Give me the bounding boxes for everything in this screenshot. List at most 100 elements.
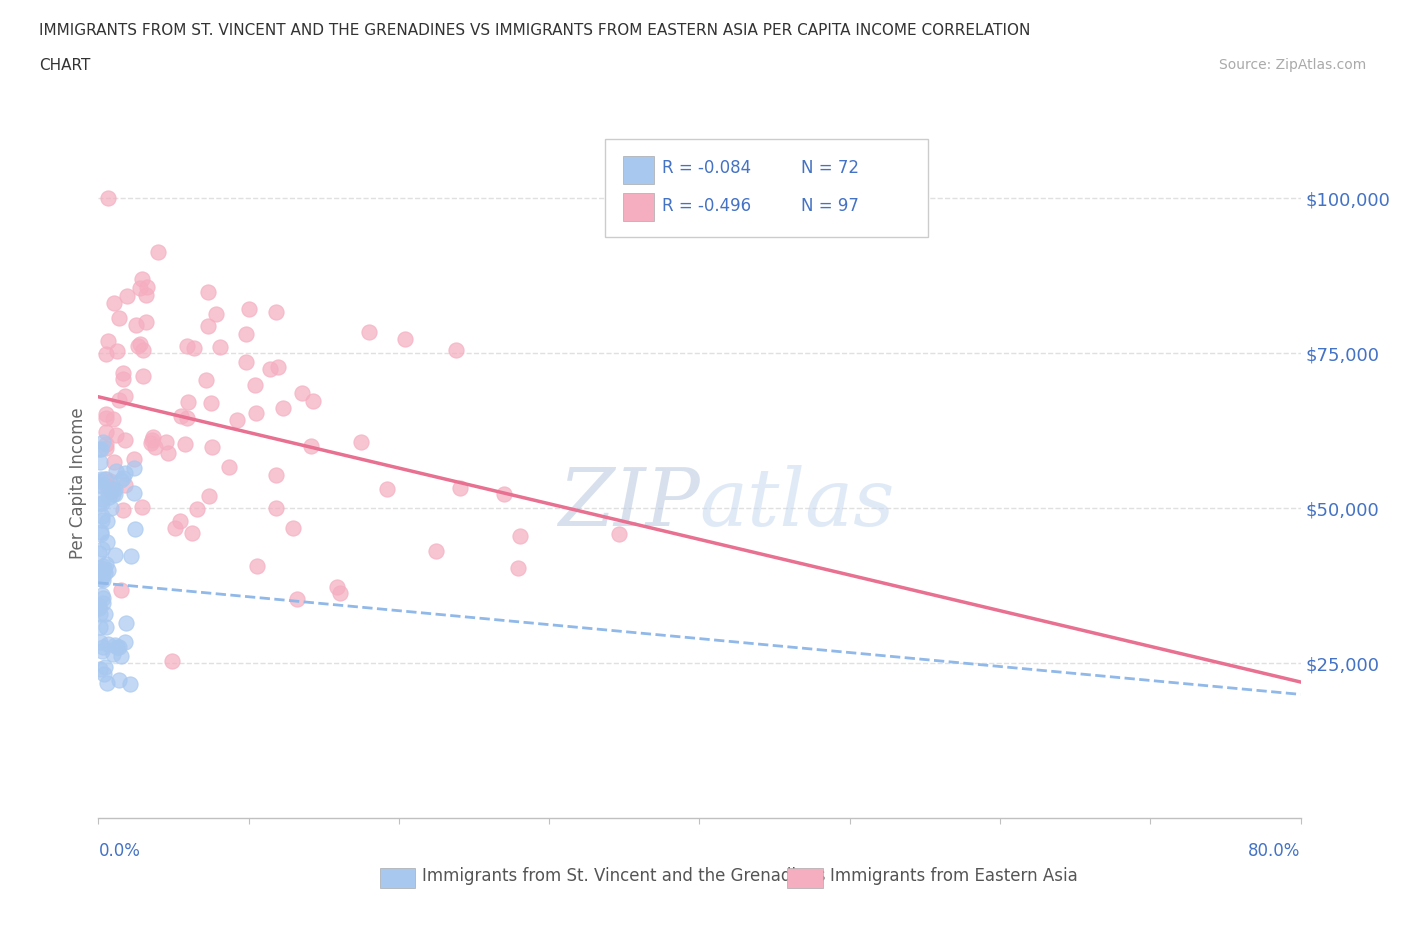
Point	[94, 557, 117, 572]
Point	[142, 430, 165, 445]
Point	[124, 451, 146, 466]
Point	[135, 287, 157, 302]
Point	[93, 606, 115, 621]
Point	[108, 310, 131, 325]
Point	[181, 525, 204, 540]
Point	[120, 549, 142, 564]
Text: Immigrants from Eastern Asia: Immigrants from Eastern Asia	[830, 867, 1077, 885]
Point	[90, 525, 112, 539]
Point	[492, 486, 515, 501]
Point	[94, 659, 117, 674]
Point	[91, 434, 114, 449]
Point	[290, 385, 312, 400]
Point	[114, 478, 136, 493]
Point	[89, 477, 111, 492]
Point	[89, 606, 111, 621]
Point	[259, 362, 281, 377]
Point	[160, 654, 183, 669]
Point	[103, 455, 125, 470]
Point	[326, 579, 349, 594]
Point	[246, 559, 269, 574]
Point	[375, 482, 398, 497]
Point	[96, 479, 118, 494]
Point	[264, 467, 287, 482]
Point	[97, 485, 120, 500]
Point	[114, 389, 136, 404]
Point	[132, 342, 155, 357]
Point	[209, 339, 232, 354]
Point	[108, 392, 131, 407]
Point	[128, 337, 150, 352]
Point	[129, 281, 152, 296]
Point	[155, 434, 177, 449]
Text: IMMIGRANTS FROM ST. VINCENT AND THE GRENADINES VS IMMIGRANTS FROM EASTERN ASIA P: IMMIGRANTS FROM ST. VINCENT AND THE GREN…	[39, 23, 1031, 38]
Point	[302, 393, 325, 408]
Point	[186, 501, 208, 516]
Point	[449, 480, 471, 495]
Text: CHART: CHART	[39, 58, 91, 73]
Point	[90, 472, 112, 486]
Point	[98, 474, 121, 489]
Point	[329, 585, 352, 600]
Point	[103, 296, 125, 311]
Point	[96, 676, 118, 691]
Point	[94, 620, 117, 635]
Text: Immigrants from St. Vincent and the Grenadines: Immigrants from St. Vincent and the Gren…	[422, 867, 825, 885]
Point	[299, 438, 322, 453]
Point	[104, 486, 127, 501]
Point	[111, 502, 134, 517]
Point	[125, 317, 148, 332]
Text: Source: ZipAtlas.com: Source: ZipAtlas.com	[1219, 58, 1367, 72]
Text: ZIP: ZIP	[558, 465, 699, 542]
Point	[110, 472, 132, 487]
Point	[94, 565, 117, 580]
Point	[359, 325, 381, 339]
Point	[176, 339, 198, 353]
Point	[89, 497, 111, 512]
Point	[94, 411, 117, 426]
Point	[97, 191, 120, 206]
Point	[100, 500, 122, 515]
Point	[197, 285, 219, 299]
Point	[141, 436, 163, 451]
Point	[94, 406, 117, 421]
Point	[425, 543, 447, 558]
Point	[135, 280, 157, 295]
Point	[122, 486, 145, 501]
Point	[91, 587, 114, 602]
Point	[264, 501, 287, 516]
Point	[89, 661, 111, 676]
Point	[111, 371, 134, 386]
Point	[283, 520, 305, 535]
Point	[124, 461, 146, 476]
Point	[197, 318, 219, 333]
Point	[204, 306, 226, 321]
Point	[169, 408, 191, 423]
Point	[271, 401, 294, 416]
Point	[90, 512, 112, 527]
Point	[87, 442, 110, 457]
Point	[94, 472, 117, 486]
Point	[114, 616, 136, 631]
Point	[111, 470, 134, 485]
Point	[201, 440, 224, 455]
Point	[285, 591, 308, 606]
Point	[165, 521, 187, 536]
Point	[114, 466, 136, 481]
Text: atlas: atlas	[699, 465, 894, 542]
Point	[100, 485, 122, 499]
Point	[120, 676, 142, 691]
Point	[89, 561, 111, 576]
Point	[135, 314, 157, 329]
Point	[104, 638, 127, 653]
Text: N = 72: N = 72	[801, 159, 859, 178]
Point	[96, 472, 118, 486]
Point	[115, 288, 138, 303]
Point	[141, 432, 163, 447]
Point	[132, 368, 155, 383]
Point	[101, 646, 124, 661]
Text: R = -0.496: R = -0.496	[662, 196, 751, 215]
Point	[93, 666, 115, 681]
Point	[90, 442, 112, 457]
Point	[103, 412, 125, 427]
